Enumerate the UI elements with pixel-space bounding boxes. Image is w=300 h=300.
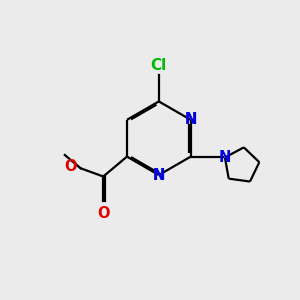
Text: N: N [153, 167, 165, 182]
Text: N: N [184, 112, 197, 127]
Text: O: O [64, 159, 77, 174]
Text: N: N [153, 167, 165, 182]
Text: N: N [153, 167, 165, 182]
Text: N: N [184, 112, 197, 127]
Text: Cl: Cl [151, 58, 167, 74]
Text: N: N [219, 150, 231, 165]
Text: O: O [97, 206, 110, 221]
Text: N: N [184, 112, 197, 127]
